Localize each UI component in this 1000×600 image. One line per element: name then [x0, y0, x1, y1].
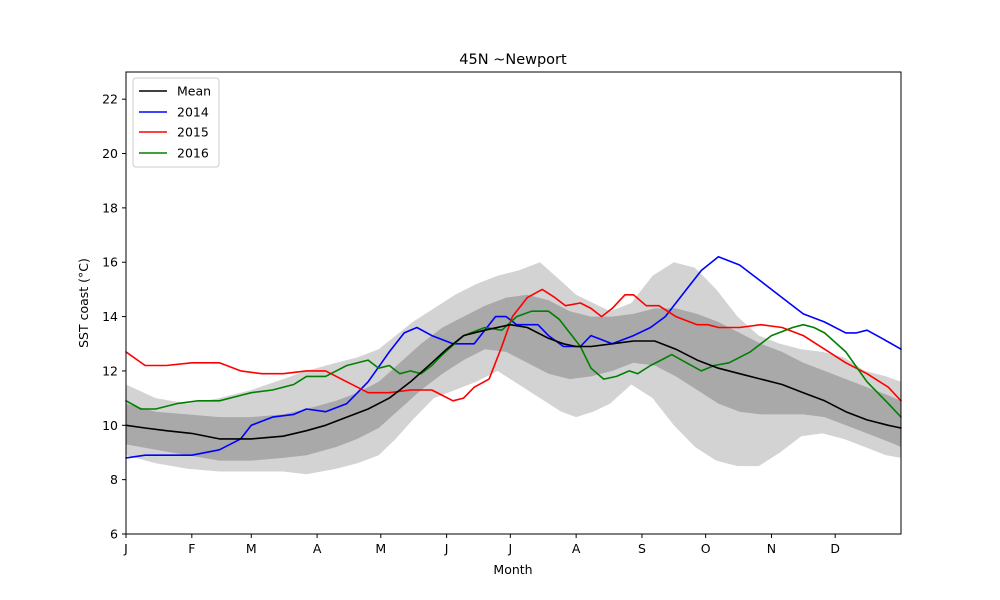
legend: Mean 2014 2015 2016: [132, 77, 220, 168]
plot-frame: [125, 71, 902, 535]
y-tick-label: 14: [102, 309, 118, 324]
y-tick-label: 12: [102, 363, 118, 378]
legend-label-2014: 2014: [177, 105, 209, 120]
y-axis-label: SST coast (°C): [76, 258, 91, 348]
legend-box: [132, 77, 220, 168]
x-tick-label: J: [444, 541, 449, 556]
series-line-2014: [125, 255, 902, 459]
x-tick-label: F: [188, 541, 195, 556]
x-tick-label: J: [507, 541, 512, 556]
x-tick-label: O: [701, 541, 711, 556]
x-tick-label: A: [572, 541, 581, 556]
chart-title: 45N ~Newport: [459, 52, 567, 68]
x-tick-label: J: [123, 541, 128, 556]
series-line-2015: [125, 288, 902, 402]
x-axis-label: Month: [493, 562, 532, 577]
x-tick-label: D: [830, 541, 840, 556]
x-tick-label: S: [638, 541, 646, 556]
y-tick-label: 10: [102, 418, 118, 433]
y-tick-label: 8: [110, 472, 118, 487]
y-tick-label: 22: [102, 92, 118, 107]
x-tick-label: M: [375, 541, 386, 556]
series-line-2016: [125, 310, 902, 418]
x-tick-label: N: [767, 541, 776, 556]
x-tick-label: A: [313, 541, 322, 556]
y-tick-label: 16: [102, 255, 118, 270]
percentile-bands: [126, 262, 901, 475]
legend-label-2015: 2015: [177, 125, 209, 140]
legend-label-2016: 2016: [177, 146, 209, 161]
series-line-mean: [125, 323, 902, 440]
y-tick-label: 18: [102, 200, 118, 215]
series-lines: [125, 255, 902, 459]
x-tick-label: M: [246, 541, 257, 556]
y-tick-label: 20: [102, 146, 118, 161]
y-tick-label: 6: [110, 527, 118, 542]
legend-label-mean: Mean: [177, 84, 211, 99]
y-axis: 6 8 10 12 14 16 18 20 22: [102, 92, 126, 542]
band-inner: [126, 294, 901, 461]
